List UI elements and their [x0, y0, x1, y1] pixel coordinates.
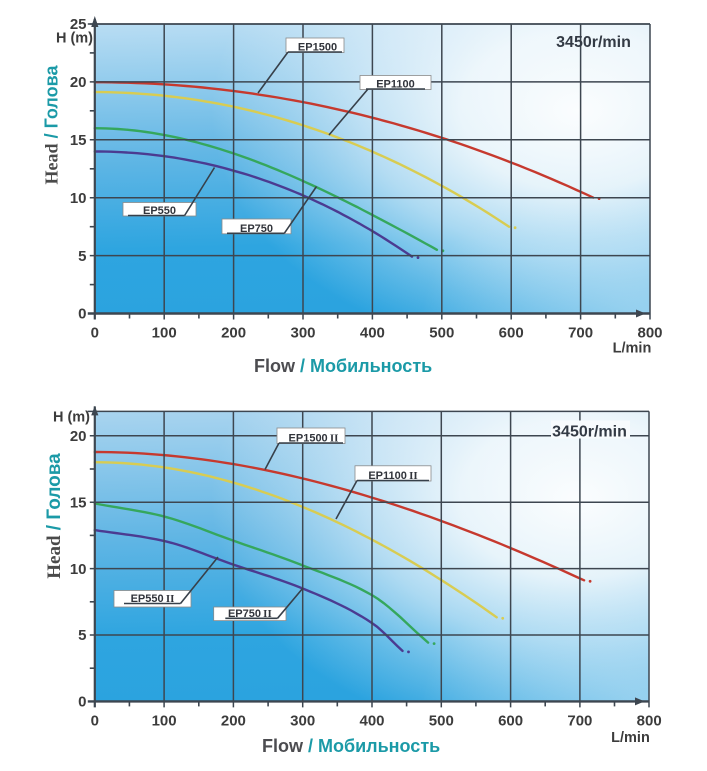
svg-text:15: 15: [70, 494, 87, 511]
svg-text:300: 300: [290, 713, 315, 730]
svg-text:EP1500 II: EP1500 II: [289, 433, 339, 445]
svg-text:500: 500: [429, 325, 454, 342]
svg-text:EP1100: EP1100: [376, 79, 415, 91]
svg-text:400: 400: [359, 713, 384, 730]
svg-text:20: 20: [70, 74, 87, 91]
svg-text:EP1500: EP1500: [298, 42, 337, 54]
svg-text:H (m): H (m): [53, 410, 90, 426]
svg-text:L/min: L/min: [613, 341, 652, 357]
svg-text:Flow / Мобильность: Flow / Мобильность: [262, 736, 440, 756]
svg-text:0: 0: [91, 325, 99, 342]
svg-text:200: 200: [221, 713, 246, 730]
svg-text:EP550: EP550: [143, 205, 176, 217]
svg-text:15: 15: [70, 132, 87, 149]
svg-text:Head / Голова: Head / Голова: [44, 453, 65, 579]
svg-text:EP550 II: EP550 II: [131, 593, 175, 605]
svg-text:0: 0: [91, 713, 99, 730]
svg-text:100: 100: [152, 713, 177, 730]
svg-text:5: 5: [78, 627, 86, 644]
svg-text:200: 200: [221, 325, 246, 342]
svg-text:0: 0: [78, 694, 86, 711]
svg-text:800: 800: [637, 713, 662, 730]
svg-text:600: 600: [498, 713, 523, 730]
svg-text:600: 600: [499, 325, 524, 342]
svg-text:25: 25: [70, 16, 87, 33]
svg-text:800: 800: [637, 325, 662, 342]
svg-text:20: 20: [70, 428, 87, 445]
svg-text:10: 10: [70, 190, 87, 207]
svg-text:300: 300: [290, 325, 315, 342]
svg-text:5: 5: [78, 248, 86, 265]
svg-text:H (m): H (m): [56, 31, 93, 47]
svg-text:EP750: EP750: [240, 223, 273, 235]
svg-text:L/min: L/min: [611, 730, 650, 746]
svg-text:500: 500: [429, 713, 454, 730]
svg-text:3450r/min: 3450r/min: [552, 424, 627, 441]
svg-text:400: 400: [360, 325, 385, 342]
svg-text:EP1100 II: EP1100 II: [368, 470, 417, 482]
svg-text:100: 100: [152, 325, 177, 342]
svg-text:0: 0: [78, 306, 86, 323]
svg-text:10: 10: [70, 561, 87, 578]
svg-text:700: 700: [568, 325, 593, 342]
svg-text:Flow / Мобильность: Flow / Мобильность: [254, 356, 432, 376]
svg-text:700: 700: [567, 713, 592, 730]
svg-text:3450r/min: 3450r/min: [556, 34, 631, 51]
svg-text:Head / Голова: Head / Голова: [42, 65, 62, 185]
svg-text:EP750 II: EP750 II: [228, 608, 272, 620]
